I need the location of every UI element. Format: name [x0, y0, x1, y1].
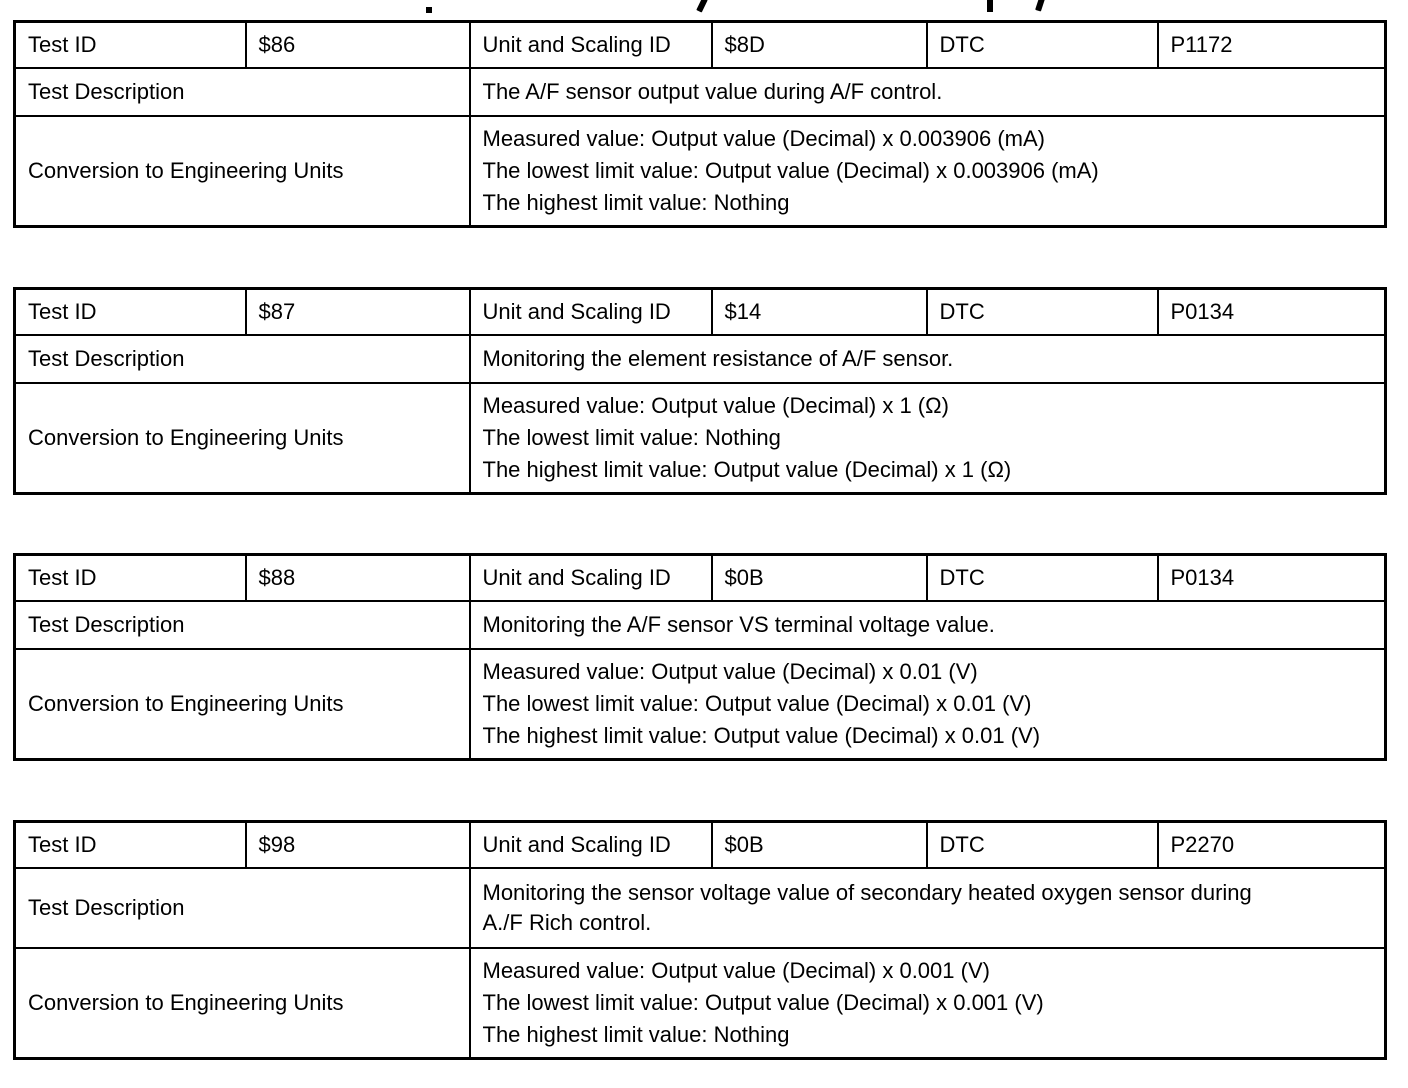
conversion-label: Conversion to Engineering Units — [13, 946, 471, 1059]
unit-scaling-value: $8D — [710, 20, 928, 69]
clipped-title-fragment — [696, 0, 708, 13]
unit-scaling-label: Unit and Scaling ID — [468, 287, 713, 336]
conversion-line-measured: Measured value: Output value (Decimal) x… — [482, 658, 978, 684]
conversion-line-highest: The highest limit value: Output value (D… — [482, 456, 1012, 482]
unit-scaling-label: Unit and Scaling ID — [468, 820, 713, 869]
conversion-line-highest: The highest limit value: Nothing — [482, 1021, 790, 1047]
test-description-label: Test Description — [13, 866, 471, 949]
test-id-value: $86 — [244, 20, 471, 69]
test-id-value: $87 — [244, 287, 471, 336]
test-description-text: The A/F sensor output value during A/F c… — [468, 66, 1387, 117]
conversion-label: Conversion to Engineering Units — [13, 381, 471, 494]
dtc-label: DTC — [925, 20, 1159, 69]
dtc-label: DTC — [925, 820, 1159, 869]
dtc-label: DTC — [925, 553, 1159, 602]
dtc-label: DTC — [925, 287, 1159, 336]
dtc-value: P2270 — [1156, 820, 1387, 869]
clipped-title-fragment — [1035, 0, 1045, 12]
conversion-text: Measured value: Output value (Decimal) x… — [468, 946, 1387, 1059]
conversion-line-measured: Measured value: Output value (Decimal) x… — [482, 125, 1045, 151]
test-description-label: Test Description — [13, 333, 471, 384]
unit-scaling-value: $0B — [710, 820, 928, 869]
unit-scaling-value: $14 — [710, 287, 928, 336]
unit-scaling-label: Unit and Scaling ID — [468, 20, 713, 69]
test-table-98: Test ID $98 Unit and Scaling ID $0B DTC … — [13, 820, 1387, 1060]
dtc-value: P0134 — [1156, 287, 1387, 336]
test-description-text: Monitoring the element resistance of A/F… — [468, 333, 1387, 384]
test-id-label: Test ID — [13, 20, 247, 69]
conversion-text: Measured value: Output value (Decimal) x… — [468, 114, 1387, 227]
conversion-line-lowest: The lowest limit value: Output value (De… — [482, 690, 1032, 716]
test-description-label: Test Description — [13, 66, 471, 117]
conversion-line-highest: The highest limit value: Nothing — [482, 189, 790, 215]
conversion-line-measured: Measured value: Output value (Decimal) x… — [482, 957, 990, 983]
clipped-title-fragment — [426, 7, 432, 13]
conversion-line-lowest: The lowest limit value: Output value (De… — [482, 989, 1044, 1015]
conversion-label: Conversion to Engineering Units — [13, 114, 471, 227]
dtc-value: P0134 — [1156, 553, 1387, 602]
conversion-line-lowest: The lowest limit value: Output value (De… — [482, 157, 1099, 183]
test-description-label: Test Description — [13, 599, 471, 650]
conversion-text: Measured value: Output value (Decimal) x… — [468, 381, 1387, 494]
test-table-86: Test ID $86 Unit and Scaling ID $8D DTC … — [13, 20, 1387, 228]
test-id-value: $88 — [244, 553, 471, 602]
test-id-label: Test ID — [13, 287, 247, 336]
test-description-text: Monitoring the A/F sensor VS terminal vo… — [468, 599, 1387, 650]
conversion-line-measured: Measured value: Output value (Decimal) x… — [482, 392, 949, 418]
test-description-text: Monitoring the sensor voltage value of s… — [468, 866, 1387, 949]
dtc-value: P1172 — [1156, 20, 1387, 69]
unit-scaling-label: Unit and Scaling ID — [468, 553, 713, 602]
unit-scaling-value: $0B — [710, 553, 928, 602]
clipped-title-fragment — [987, 0, 993, 12]
conversion-line-lowest: The lowest limit value: Nothing — [482, 424, 781, 450]
test-id-value: $98 — [244, 820, 471, 869]
conversion-text: Measured value: Output value (Decimal) x… — [468, 647, 1387, 760]
conversion-line-highest: The highest limit value: Output value (D… — [482, 722, 1041, 748]
test-id-label: Test ID — [13, 553, 247, 602]
conversion-label: Conversion to Engineering Units — [13, 647, 471, 760]
test-table-88: Test ID $88 Unit and Scaling ID $0B DTC … — [13, 553, 1387, 761]
test-id-label: Test ID — [13, 820, 247, 869]
test-table-87: Test ID $87 Unit and Scaling ID $14 DTC … — [13, 287, 1387, 495]
